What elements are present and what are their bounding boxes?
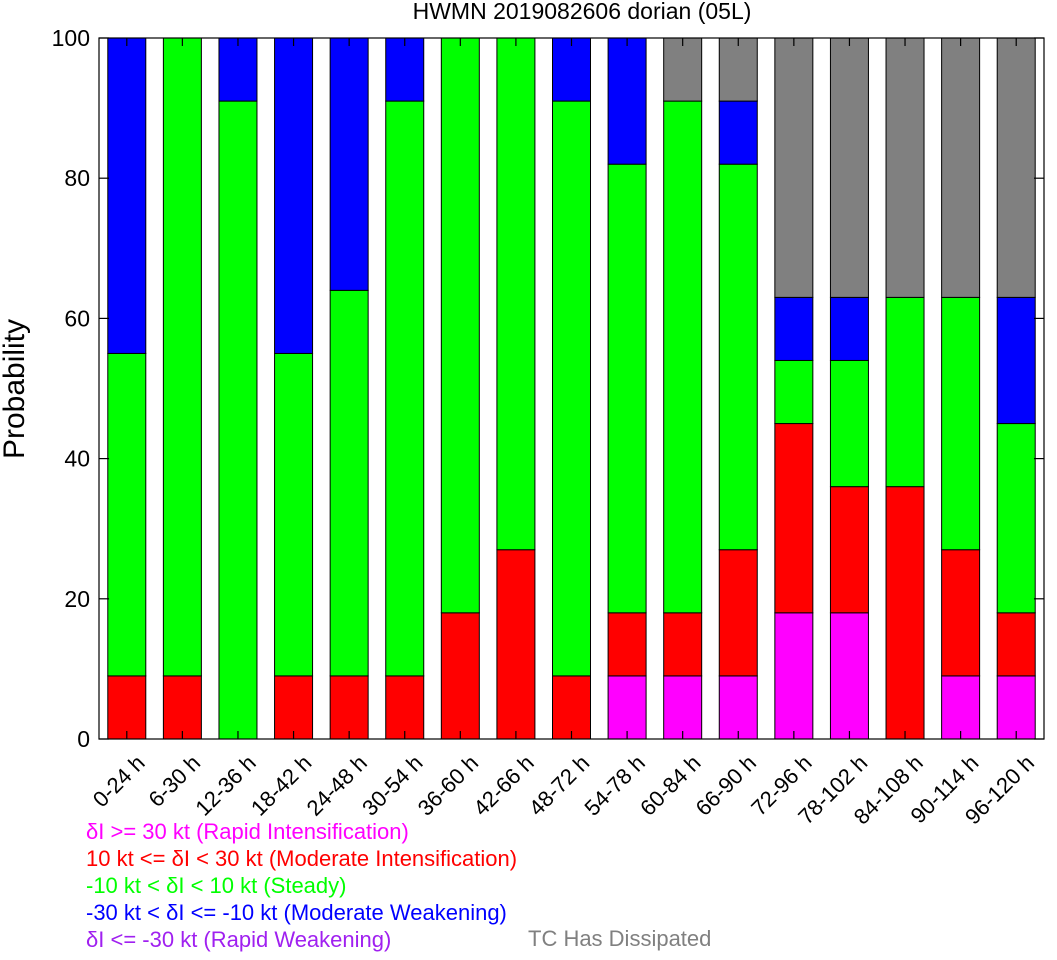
x-tick-label-10: 60-84 h (635, 750, 705, 820)
chart-title: HWMN 2019082606 dorian (05L) (413, 0, 752, 24)
bar-segment-steady-12 (774, 359, 814, 425)
bar-segment-dissipated-12 (774, 37, 814, 298)
x-tick-label-4: 24-48 h (302, 750, 372, 820)
bar-segment-steady-16 (996, 423, 1036, 614)
x-tick-label-7: 42-66 h (468, 750, 538, 820)
bar-segment-ri-10 (663, 675, 703, 740)
bar-segment-steady-7 (496, 37, 536, 551)
legend-moderate-weakening: -30 kt < δI <= -10 kt (Moderate Weakenin… (86, 900, 507, 925)
x-tick-label-0: 0-24 h (88, 750, 150, 812)
y-tick-label-3: 60 (64, 305, 90, 331)
bar-segment-ri-13 (829, 612, 869, 740)
bar-segment-mw-5 (385, 37, 425, 102)
legend-steady: -10 kt < δI < 10 kt (Steady) (86, 873, 347, 898)
y-tick-label-1: 20 (64, 586, 90, 612)
legend-rapid-intensification: δI >= 30 kt (Rapid Intensification) (86, 819, 409, 844)
bar-segment-mw-13 (829, 296, 869, 361)
bar-segment-mi-9 (607, 612, 647, 677)
bar-segment-steady-0 (107, 352, 147, 677)
x-tick-label-5: 30-54 h (357, 750, 427, 820)
bar-segment-steady-5 (385, 100, 425, 677)
x-tick-label-6: 36-60 h (413, 750, 483, 820)
x-tick-label-3: 18-42 h (246, 750, 316, 820)
bar-segment-ri-15 (941, 675, 981, 740)
y-tick-label-2: 40 (64, 446, 90, 472)
bar-segment-steady-8 (552, 100, 591, 677)
bar-segment-ri-12 (774, 612, 814, 740)
bar-segment-dissipated-15 (941, 37, 981, 298)
bars-group (107, 37, 1036, 740)
y-tick-label-0: 0 (77, 726, 90, 752)
legend-rapid-weakening: δI <= -30 kt (Rapid Weakening) (86, 927, 392, 952)
bar-segment-mi-10 (663, 612, 703, 677)
bar-segment-dissipated-14 (885, 37, 925, 298)
bar-segment-mi-7 (496, 549, 536, 740)
bar-segment-dissipated-13 (829, 37, 869, 298)
y-axis-label: Probability (0, 319, 31, 459)
x-tick-label-2: 12-36 h (190, 750, 260, 820)
bar-segment-mi-14 (885, 486, 925, 740)
bar-segment-mw-8 (552, 37, 591, 102)
bar-segment-mw-12 (774, 296, 814, 361)
bar-segment-mi-4 (329, 675, 369, 740)
bar-segment-mi-11 (718, 549, 758, 677)
bar-segment-mi-13 (829, 486, 869, 614)
x-tick-label-9: 54-78 h (579, 750, 649, 820)
bar-segment-mw-2 (218, 37, 258, 102)
axes-group: 0 20 40 60 80 100 (52, 25, 1045, 752)
bar-segment-ri-11 (718, 675, 758, 740)
bar-segment-mw-4 (329, 37, 369, 291)
bar-segment-steady-14 (885, 296, 925, 488)
bar-segment-mi-5 (385, 675, 425, 740)
x-tick-label-11: 66-90 h (691, 750, 761, 820)
bar-segment-steady-4 (329, 289, 369, 677)
bar-segment-mi-16 (996, 612, 1036, 677)
bar-segment-dissipated-11 (718, 37, 758, 102)
bar-segment-mi-12 (774, 423, 814, 614)
bar-segment-mi-15 (941, 549, 981, 677)
bar-segment-steady-9 (607, 163, 647, 614)
bar-segment-mi-6 (440, 612, 480, 740)
bar-segment-mi-3 (274, 675, 314, 740)
bar-segment-mi-1 (162, 675, 202, 740)
bar-segment-mw-0 (107, 37, 147, 354)
bar-segment-mi-8 (552, 675, 591, 740)
bar-segment-steady-2 (218, 100, 258, 740)
bar-segment-mw-11 (718, 100, 758, 165)
legend-dissipated: TC Has Dissipated (528, 926, 712, 951)
y-tick-label-5: 100 (52, 25, 90, 51)
bar-segment-ri-16 (996, 675, 1036, 740)
bar-segment-steady-1 (162, 37, 202, 677)
bar-segment-steady-3 (274, 352, 314, 677)
bar-segment-steady-10 (663, 100, 703, 614)
bar-segment-mw-16 (996, 296, 1036, 425)
legend-moderate-intensification: 10 kt <= δI < 30 kt (Moderate Intensific… (86, 846, 518, 871)
bar-segment-mw-3 (274, 37, 314, 354)
legend: δI >= 30 kt (Rapid Intensification) 10 k… (86, 818, 517, 953)
bar-segment-mw-9 (607, 37, 647, 165)
bar-segment-mi-0 (107, 675, 147, 740)
bar-segment-dissipated-16 (996, 37, 1036, 298)
bar-segment-dissipated-10 (663, 37, 703, 102)
bar-segment-steady-6 (440, 37, 480, 614)
bar-segment-ri-9 (607, 675, 647, 740)
bar-segment-steady-13 (829, 359, 869, 488)
bar-segment-steady-11 (718, 163, 758, 551)
y-tick-label-4: 80 (64, 165, 90, 191)
bar-segment-steady-15 (941, 296, 981, 551)
x-tick-label-8: 48-72 h (524, 750, 594, 820)
